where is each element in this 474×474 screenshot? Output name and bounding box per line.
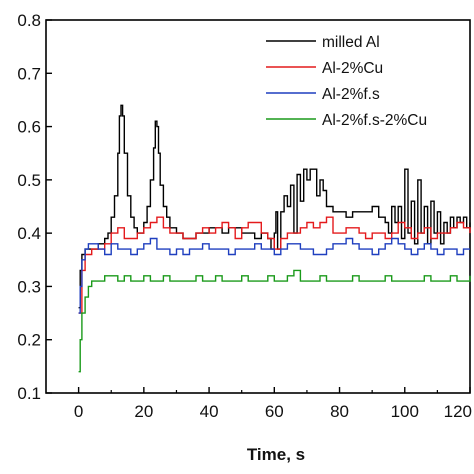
y-tick-label: 0.2 [17, 331, 41, 350]
y-tick-label: 0.6 [17, 118, 41, 137]
y-tick-label: 0.8 [17, 11, 41, 30]
y-tick-label: 0.5 [17, 171, 41, 190]
y-tick-label: 0.1 [17, 384, 41, 403]
y-axis: 0.1 0.2 0.3 0.4 0.5 0.6 0.7 0.8 [17, 11, 52, 403]
legend: milled Al Al-2%Cu Al-2%f.s Al-2%f.s-2%Cu [266, 34, 427, 129]
x-tick-label: 100 [391, 402, 419, 421]
series-line [78, 216, 471, 314]
x-tick-label: 60 [265, 402, 284, 421]
series-layer [78, 104, 471, 373]
x-tick-label: 80 [330, 402, 349, 421]
plot-frame [45, 19, 471, 394]
y-tick-label: 0.3 [17, 277, 41, 296]
series-line [78, 269, 471, 373]
x-tick-label: 0 [74, 402, 83, 421]
legend-label: Al-2%f.s [322, 86, 380, 103]
x-axis: 0 20 40 60 80 100 120 [74, 387, 472, 421]
x-tick-label: 120 [444, 402, 472, 421]
y-tick-label: 0.4 [17, 224, 41, 243]
series-line [78, 237, 470, 314]
legend-label: milled Al [322, 34, 380, 51]
x-tick-label: 20 [134, 402, 153, 421]
legend-label: Al-2%f.s-2%Cu [322, 112, 427, 129]
x-axis-title: Time, s [247, 445, 305, 464]
x-tick-label: 40 [200, 402, 219, 421]
legend-label: Al-2%Cu [322, 60, 383, 77]
y-tick-label: 0.7 [17, 64, 41, 83]
